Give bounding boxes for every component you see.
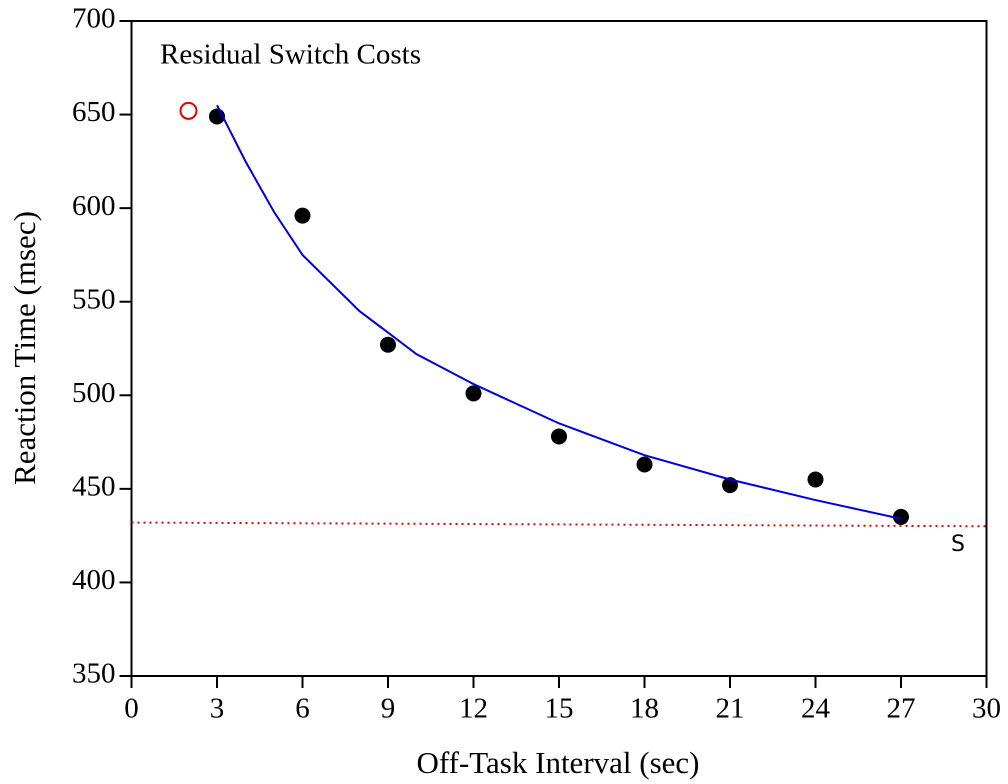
y-tick-label: 550	[72, 283, 116, 315]
x-tick-label: 6	[295, 693, 310, 725]
annotation: S	[951, 532, 965, 557]
x-tick-label: 9	[381, 693, 396, 725]
y-tick-label: 700	[72, 3, 116, 35]
data-point	[636, 456, 653, 473]
x-tick-label: 12	[459, 693, 488, 725]
x-tick-label: 27	[887, 693, 916, 725]
x-tick-label: 0	[124, 693, 139, 725]
y-tick-label: 650	[72, 96, 116, 128]
data-point	[893, 508, 909, 525]
y-axis-label: Reaction Time (msec)	[7, 211, 42, 485]
x-tick-label: 15	[545, 693, 574, 725]
open-point	[179, 101, 198, 120]
fit-curve	[216, 104, 902, 520]
y-tick-label: 600	[72, 190, 116, 222]
data-point	[380, 336, 396, 353]
x-tick-label: 30	[972, 693, 1001, 725]
reference-line	[131, 521, 987, 528]
data-point	[807, 471, 824, 488]
y-tick-label: 500	[72, 377, 116, 409]
y-tick-label: 400	[72, 564, 116, 596]
y-tick-label: 350	[72, 658, 116, 690]
x-tick-label: 3	[210, 693, 225, 725]
plot-frame	[130, 20, 988, 677]
x-tick-label: 18	[630, 693, 659, 725]
data-point	[551, 428, 567, 445]
data-point	[294, 207, 311, 224]
x-tick-label: 21	[716, 693, 745, 725]
data-point	[465, 385, 482, 402]
x-tick-label: 24	[801, 693, 831, 725]
y-tick-label: 450	[72, 471, 116, 503]
chart-title: Residual Switch Costs	[160, 39, 421, 71]
x-axis-label: Off-Task Interval (sec)	[416, 745, 699, 780]
